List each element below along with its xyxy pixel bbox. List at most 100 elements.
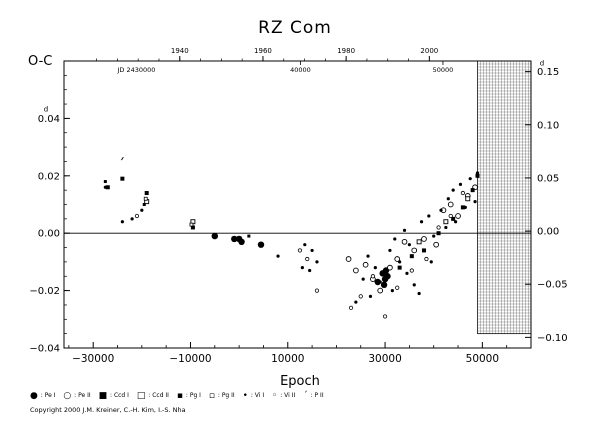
year-tick-label: 1960: [254, 47, 272, 55]
data-point-vi-i: [453, 220, 458, 224]
legend-item-ccd-i: ■ : Ccd I: [98, 391, 129, 401]
data-point-vi-ii: [314, 288, 320, 293]
legend-item-pg-i: ▪ : Pg I: [176, 391, 201, 401]
year-tick-label: 1980: [337, 47, 355, 55]
legend-item-pe-i: ● : Pe I: [30, 391, 56, 401]
plot-frame: [63, 60, 532, 349]
right-y-tick-label: 0.05: [537, 173, 559, 184]
jd-tick-label: 40000: [290, 66, 311, 74]
legend-item-vi-i: • : Vi I: [242, 391, 265, 401]
data-point-pe-ii: [421, 236, 427, 242]
data-point-pe-ii: [394, 256, 401, 262]
data-point-vi-i: [388, 248, 392, 253]
prediction-grid-frame: [477, 60, 532, 335]
data-point-vi-i: [276, 254, 280, 258]
data-point-vi-i: [405, 271, 409, 275]
x-tick-label: 30000: [368, 353, 401, 365]
data-point-pg-i: [103, 180, 107, 184]
data-point-ccd-i: [105, 185, 110, 190]
data-point-ccd-i: [470, 188, 475, 193]
y-unit-mark: d: [44, 105, 48, 113]
data-point-vi-i: [458, 182, 463, 187]
data-point-vi-i: [130, 217, 134, 221]
data-point-vi-i: [444, 225, 448, 230]
data-point-p-ii: [121, 156, 124, 161]
right-y-tick-label: 0.10: [537, 120, 559, 131]
data-point-vi-i: [373, 266, 377, 270]
data-point-vi-ii: [409, 268, 414, 273]
data-point-vi-ii: [395, 285, 400, 290]
data-point-vi-ii: [358, 294, 363, 299]
data-point-pe-ii: [387, 264, 393, 271]
data-point-vi-i: [300, 266, 304, 270]
data-point-vi-i: [308, 268, 312, 273]
data-point-vi-ii: [448, 213, 453, 219]
data-point-ccd-i: [436, 231, 441, 236]
x-tick-label: −30000: [72, 353, 114, 365]
data-point-pe-i: [257, 241, 265, 248]
year-tick-label: 1940: [171, 47, 189, 55]
data-point-ccd-ii: [465, 196, 471, 202]
data-point-vi-i: [432, 234, 436, 238]
data-point-vi-i: [427, 214, 431, 218]
data-point-vi-i: [417, 291, 421, 296]
legend-item-pe-ii: ○ : Pe II: [63, 391, 91, 401]
data-point-vi-ii: [348, 305, 354, 310]
data-point-vi-i: [390, 289, 394, 293]
data-point-vi-ii: [305, 256, 310, 262]
jd-axis-label: JD 2430000: [117, 66, 156, 74]
data-point-vi-i: [468, 177, 472, 181]
data-point-pe-ii: [447, 201, 454, 208]
data-point-vi-i: [475, 171, 480, 175]
data-point-ccd-ii: [443, 219, 449, 225]
data-point-ccd-i: [144, 191, 149, 196]
data-point-vi-i: [412, 283, 416, 287]
copyright-note: Copyright 2000 J.M. Kreiner, C.-H. Kim, …: [30, 406, 186, 414]
data-point-ccd-i: [451, 216, 456, 221]
data-point-ccd-i: [120, 176, 125, 181]
data-point-vi-i: [402, 228, 407, 232]
data-point-vi-ii: [382, 314, 388, 319]
data-point-vi-i: [473, 200, 477, 204]
x-tick-label: 10000: [271, 353, 304, 365]
legend-item-p-ii: ˊ : P II: [303, 391, 324, 401]
data-point-vi-ii: [460, 190, 465, 196]
data-point-vi-i: [451, 188, 455, 192]
data-point-vi-ii: [134, 213, 140, 219]
data-point-vi-i: [140, 208, 144, 212]
legend: ● : Pe I ○ : Pe II ■ : Ccd I □ : Ccd II …: [30, 391, 330, 401]
data-point-pe-i: [374, 278, 381, 286]
right-y-tick-label: −0.10: [537, 333, 568, 344]
data-point-pe-i: [211, 232, 219, 240]
data-point-ccd-i: [421, 248, 426, 253]
data-point-ccd-i: [409, 254, 414, 259]
data-point-vi-ii: [436, 225, 441, 230]
data-point-pg-ii: [189, 222, 194, 227]
legend-item-pg-ii: ▫ : Pg II: [208, 391, 235, 401]
data-point-vi-i: [315, 260, 319, 264]
data-point-ccd-ii: [416, 239, 422, 245]
data-point-vi-i: [361, 277, 365, 281]
data-point-vi-i: [310, 248, 314, 253]
data-point-vi-i: [378, 280, 382, 284]
data-point-pe-ii: [433, 241, 439, 248]
right-y-tick-label: −0.05: [537, 280, 568, 291]
data-point-ccd-i: [475, 173, 480, 178]
data-point-pe-ii: [411, 247, 418, 254]
data-point-ccd-i: [397, 265, 402, 270]
data-point-ccd-i: [460, 205, 465, 210]
data-point-vi-i: [398, 260, 402, 264]
data-point-pg-ii: [143, 196, 148, 201]
data-point-vi-i: [103, 185, 107, 189]
data-point-vi-i: [429, 260, 433, 264]
data-point-vi-i: [407, 243, 411, 247]
data-point-vi-i: [354, 300, 358, 304]
right-y-tick-label: 0.15: [537, 67, 559, 78]
data-point-vi-i: [366, 254, 370, 258]
data-point-vi-i: [393, 237, 397, 241]
x-tick-label: 50000: [466, 353, 499, 365]
data-point-pe-ii: [377, 287, 384, 294]
data-point-pg-i: [247, 234, 251, 238]
data-point-vi-i: [303, 243, 307, 247]
